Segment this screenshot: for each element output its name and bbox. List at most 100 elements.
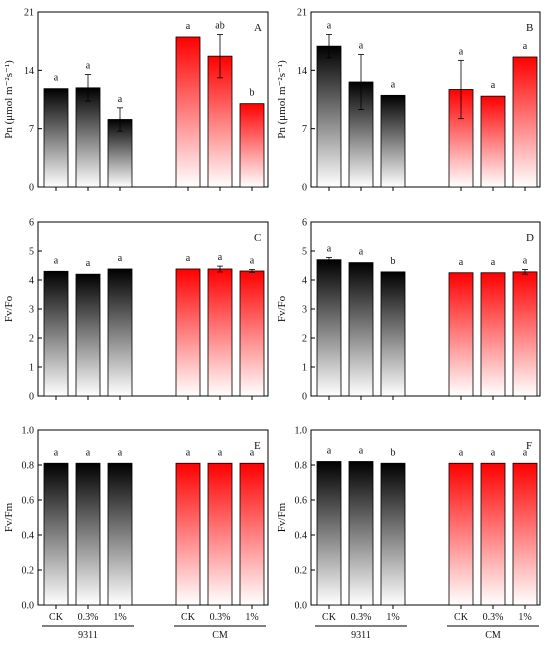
- y-tick-label: 0.4: [22, 531, 35, 542]
- y-tick-label: 21: [297, 8, 307, 19]
- significance-letter: a: [86, 447, 91, 458]
- y-tick-label: 1: [29, 363, 34, 374]
- significance-letter: a: [86, 61, 91, 72]
- y-tick-label: 1: [302, 363, 307, 374]
- bar: [512, 462, 538, 606]
- bar: [316, 259, 342, 397]
- y-tick-label: 0.0: [22, 601, 35, 612]
- significance-letter: a: [523, 256, 528, 267]
- y-tick-label: 5: [29, 247, 34, 258]
- y-tick-label: 0.0: [295, 601, 308, 612]
- panel-B: 0 7 14 21 Pn (μmol m⁻²s⁻¹) Ba a a a a a: [276, 8, 541, 194]
- axes-frame: [310, 429, 541, 606]
- significance-letter: a: [391, 79, 396, 90]
- significance-letter: a: [218, 447, 223, 458]
- panel-label: A: [254, 22, 262, 34]
- x-tick-label: CK: [49, 612, 64, 623]
- x-tick-label: 1%: [113, 612, 126, 623]
- significance-letter: a: [54, 73, 59, 84]
- y-axis-label: Fv/Fm: [3, 502, 15, 532]
- bar: [316, 461, 342, 606]
- bar: [348, 262, 374, 397]
- x-tick-label: 0.3%: [351, 612, 372, 623]
- bar: [480, 95, 506, 188]
- significance-letter: a: [54, 255, 59, 266]
- significance-letter: a: [359, 446, 364, 457]
- bar: [380, 271, 406, 397]
- y-axis-label: Fv/Fo: [276, 295, 288, 322]
- significance-letter: a: [459, 257, 464, 268]
- bar: [107, 268, 133, 397]
- bar: [239, 103, 265, 188]
- significance-letter: a: [491, 447, 496, 458]
- y-axis-label: Pn (μmol m⁻²s⁻¹): [276, 60, 288, 139]
- x-tick-label: CK: [454, 612, 469, 623]
- significance-letter: a: [523, 41, 528, 52]
- panel-label: F: [526, 440, 532, 452]
- bar: [448, 272, 474, 397]
- bar: [480, 272, 506, 397]
- bar: [43, 462, 69, 606]
- bar: [107, 462, 133, 606]
- bar: [75, 87, 101, 188]
- x-tick-label: 0.3%: [483, 612, 504, 623]
- significance-letter: ab: [215, 21, 224, 32]
- axes-frame: [310, 11, 541, 188]
- x-tick-label: 0.3%: [78, 612, 99, 623]
- bar: [348, 461, 374, 606]
- significance-letter: a: [491, 80, 496, 91]
- significance-letter: b: [391, 447, 396, 458]
- y-tick-label: 0.2: [295, 566, 308, 577]
- y-tick-label: 4: [29, 276, 34, 287]
- y-tick-label: 7: [29, 124, 34, 135]
- bar: [512, 271, 538, 397]
- group-label: CM: [212, 630, 228, 641]
- y-axis-label: Pn (μmol m⁻²s⁻¹): [3, 60, 15, 139]
- bar: [480, 462, 506, 606]
- significance-letter: b: [250, 88, 255, 99]
- panel-C: 0 1 2 3 4 5 6 Fv/Fo Ca a a a a a: [3, 218, 269, 403]
- panel-label: D: [526, 232, 534, 244]
- y-tick-label: 0: [302, 392, 307, 403]
- y-tick-label: 1.0: [295, 426, 308, 437]
- bar: [512, 56, 538, 188]
- y-tick-label: 21: [24, 8, 34, 19]
- significance-letter: a: [186, 21, 191, 32]
- bar: [43, 88, 69, 188]
- bar: [175, 36, 201, 188]
- y-tick-label: 4: [302, 276, 307, 287]
- y-tick-label: 0.2: [22, 566, 35, 577]
- significance-letter: a: [250, 256, 255, 267]
- panel-A: 0 7 14 21 Pn (μmol m⁻²s⁻¹) Aa a a a ab b: [3, 8, 269, 194]
- significance-letter: a: [186, 253, 191, 264]
- significance-letter: b: [391, 256, 396, 267]
- bar: [380, 462, 406, 606]
- bar: [239, 270, 265, 397]
- significance-letter: a: [54, 447, 59, 458]
- x-tick-label: CK: [322, 612, 337, 623]
- y-tick-label: 0.4: [295, 531, 308, 542]
- bar: [175, 268, 201, 397]
- significance-letter: a: [186, 447, 191, 458]
- bar: [207, 268, 233, 397]
- bar: [448, 462, 474, 606]
- significance-letter: a: [118, 447, 123, 458]
- y-tick-label: 7: [302, 124, 307, 135]
- bar: [75, 462, 101, 606]
- y-tick-label: 5: [302, 247, 307, 258]
- bar: [43, 270, 69, 397]
- axes-frame: [37, 429, 269, 606]
- significance-letter: a: [118, 253, 123, 264]
- bar: [207, 462, 233, 606]
- significance-letter: a: [491, 257, 496, 268]
- y-tick-label: 0: [29, 392, 34, 403]
- significance-letter: a: [459, 447, 464, 458]
- x-tick-label: 1%: [245, 612, 258, 623]
- x-tick-label: CK: [181, 612, 196, 623]
- group-label: 9311: [351, 630, 371, 641]
- significance-letter: a: [523, 447, 528, 458]
- panel-label: E: [254, 440, 261, 452]
- bar: [239, 462, 265, 606]
- y-tick-label: 0.8: [22, 461, 35, 472]
